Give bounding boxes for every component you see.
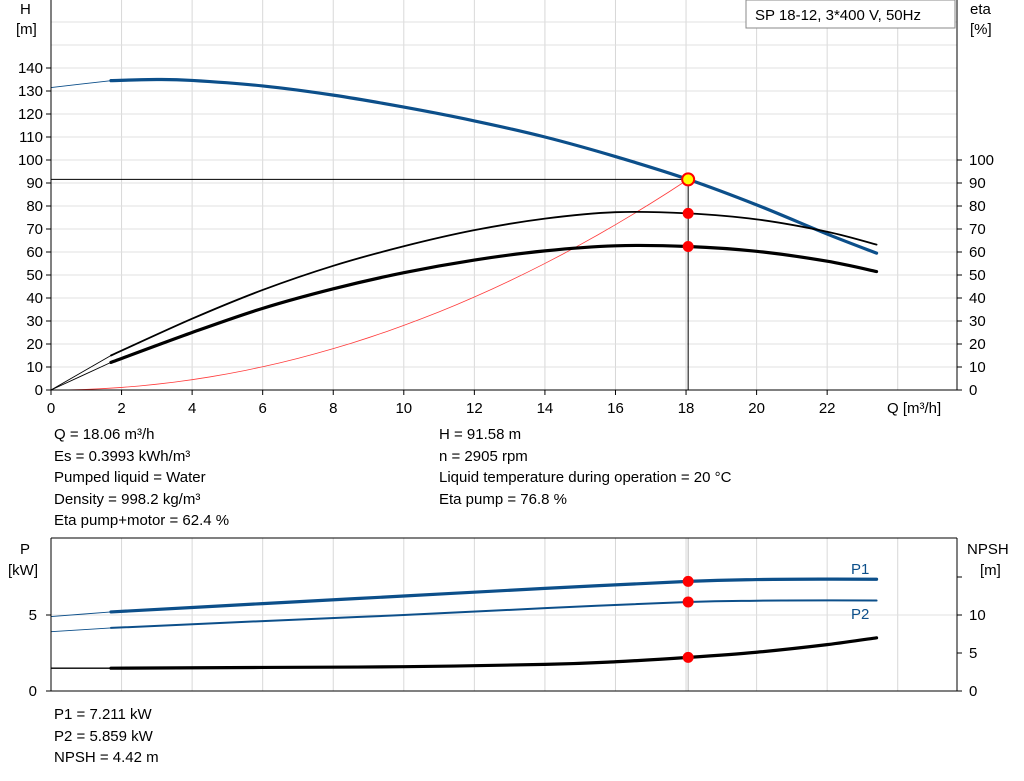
q-axis-title: Q [m³/h]	[887, 400, 941, 417]
p-axis-unit: [kW]	[8, 562, 38, 579]
h-axis-title: H	[20, 1, 31, 18]
h-tick-label: 0	[35, 382, 43, 399]
eta-pump-motor-curve-extension	[50, 361, 112, 391]
readout-q: Q = 18.06 m³/h	[54, 426, 155, 443]
eta-axis-unit: [%]	[970, 21, 992, 38]
q-tick-label: 2	[117, 400, 125, 417]
npsh-tick-label: 0	[969, 683, 977, 700]
system-curve	[50, 179, 689, 391]
h-tick-label: 10	[26, 359, 43, 376]
readout-liquid: Pumped liquid = Water	[54, 469, 206, 486]
h-axis-unit: [m]	[16, 21, 37, 38]
duty-markers	[681, 172, 696, 663]
q-tick-label: 4	[188, 400, 196, 417]
eta-pump-curve-extension	[50, 355, 112, 391]
q-tick-label: 14	[537, 400, 554, 417]
p-tick-label: 0	[29, 683, 37, 700]
top-grid	[51, 0, 957, 390]
p1-point	[682, 575, 694, 587]
npsh-tick-label: 10	[969, 607, 986, 624]
p1-curve-extension	[50, 611, 112, 617]
eta-tick-label: 60	[969, 244, 986, 261]
eta-pump-motor-curve	[109, 243, 879, 364]
duty-point	[681, 172, 696, 187]
readout-eta-pump-motor: Eta pump+motor = 62.4 %	[54, 512, 230, 529]
p2-curve-extension	[50, 627, 112, 633]
p-tick-label: 5	[29, 607, 37, 624]
eta-tick-label: 10	[969, 359, 986, 376]
eta-tick-label: 30	[969, 313, 986, 330]
eta-tick-label: 70	[969, 221, 986, 238]
h-tick-label: 130	[18, 83, 43, 100]
q-tick-label: 0	[47, 400, 55, 417]
h-tick-label: 20	[26, 336, 43, 353]
h-tick-label: 120	[18, 106, 43, 123]
readout-eta-pump: Eta pump = 76.8 %	[439, 490, 567, 508]
p2-curve	[109, 599, 878, 629]
eta-tick-label: 40	[969, 290, 986, 307]
eta-tick-label: 50	[969, 267, 986, 284]
h-tick-label: 50	[26, 267, 43, 284]
h-tick-label: 70	[26, 221, 43, 238]
h-tick-label: 100	[18, 152, 43, 169]
q-tick-label: 6	[259, 400, 267, 417]
readout-p2: P2 = 5.859 kW	[54, 727, 153, 745]
readout-es: Es = 0.3993 kWh/m³	[54, 447, 191, 465]
eta-axis-title: eta	[970, 1, 992, 18]
q-tick-label: 8	[329, 400, 337, 417]
p-axis-title: P	[20, 541, 30, 558]
head-curve	[109, 77, 879, 255]
npsh-axis-title: NPSH	[967, 541, 1009, 558]
eta-tick-label: 20	[969, 336, 986, 353]
h-tick-label: 110	[19, 129, 43, 146]
h-tick-label: 140	[18, 60, 43, 77]
readout-density: Density = 998.2 kg/m³	[54, 490, 201, 508]
eta-tick-label: 80	[969, 198, 986, 215]
readout-power: P1 = 7.211 kW P2 = 5.859 kW NPSH = 4.42 …	[54, 704, 159, 769]
h-tick-label: 90	[26, 175, 43, 192]
readout-right: H = 91.58 m n = 2905 rpm Liquid temperat…	[439, 424, 731, 510]
h-tick-label: 60	[26, 244, 43, 261]
q-tick-label: 22	[819, 400, 836, 417]
legend-text: SP 18-12, 3*400 V, 50Hz	[755, 7, 921, 24]
p2-series-label: P2	[851, 606, 869, 623]
eta-pump-motor-point	[682, 240, 694, 252]
bottom-grid	[51, 538, 957, 691]
q-tick-label: 16	[607, 400, 624, 417]
q-tick-label: 12	[466, 400, 483, 417]
curves	[50, 77, 879, 691]
h-tick-label: 30	[26, 313, 43, 330]
h-tick-label: 40	[26, 290, 43, 307]
npsh-curve	[109, 636, 879, 670]
q-tick-label: 10	[395, 400, 412, 417]
eta-tick-label: 90	[969, 175, 986, 192]
eta-tick-label: 0	[969, 382, 977, 399]
npsh-tick-label: 5	[969, 645, 977, 662]
p1-series-label: P1	[851, 561, 869, 578]
readout-p1: P1 = 7.211 kW	[54, 706, 152, 723]
eta-tick-label: 100	[969, 152, 994, 169]
npsh-axis-unit: [m]	[980, 562, 1001, 579]
readout-n: n = 2905 rpm	[439, 447, 528, 465]
readout-npsh: NPSH = 4.42 m	[54, 749, 159, 766]
head-curve-extension	[50, 80, 112, 88]
eta-pump-curve	[110, 210, 878, 357]
q-tick-label: 20	[748, 400, 765, 417]
axes: 0 2 4 6 8 10 12 14 16 18 20 22010203040506070809010…	[18, 0, 994, 700]
readout-temp: Liquid temperature during operation = 20…	[439, 469, 732, 486]
readout-left: Q = 18.06 m³/h Es = 0.3993 kWh/m³ Pumped…	[54, 424, 229, 532]
readout-h: H = 91.58 m	[439, 426, 522, 443]
npsh-point	[682, 651, 694, 663]
p1-curve	[109, 577, 879, 614]
eta-pump-point	[682, 207, 694, 219]
legend-box	[745, 0, 956, 29]
p2-point	[682, 596, 694, 608]
h-tick-label: 80	[26, 198, 43, 215]
q-tick-label: 18	[678, 400, 695, 417]
